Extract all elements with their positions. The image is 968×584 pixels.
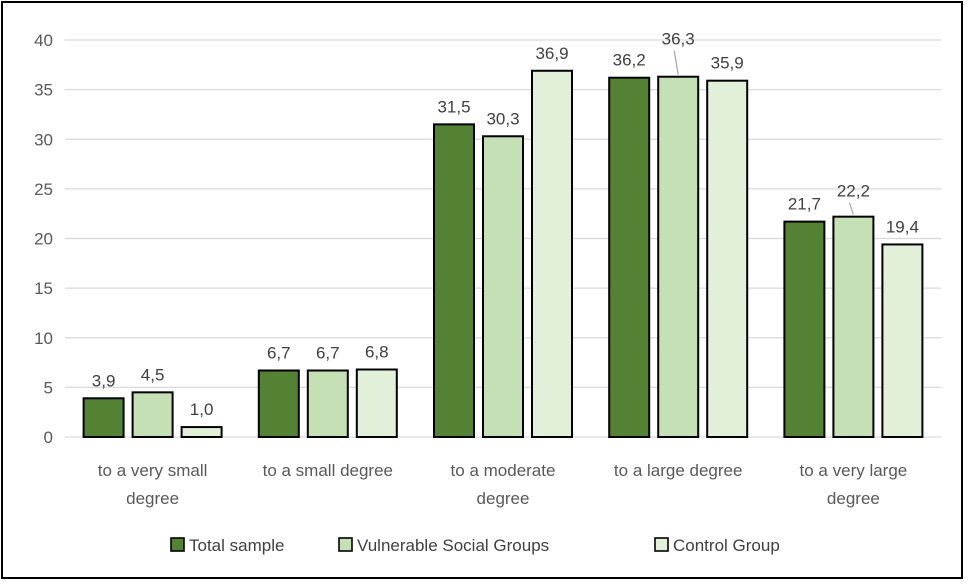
bar [783, 220, 826, 438]
bar [657, 75, 700, 438]
category-label: degree [126, 489, 179, 508]
legend-swatch [338, 537, 353, 552]
data-label: 36,3 [662, 30, 695, 49]
y-tick-label: 25 [34, 180, 53, 199]
bar [482, 135, 524, 439]
data-label: 6,8 [365, 343, 389, 362]
data-label: 4,5 [141, 365, 165, 384]
category-label: to a large degree [614, 461, 743, 480]
data-label: 21,7 [788, 195, 821, 214]
bar [881, 243, 924, 438]
bar [180, 426, 223, 439]
y-tick-label: 15 [34, 279, 53, 298]
bar [306, 369, 349, 438]
bar [531, 69, 573, 439]
data-label: 30,3 [486, 109, 519, 128]
data-label: 22,2 [837, 182, 870, 201]
category-label: to a very large [800, 461, 908, 480]
leader-line [673, 50, 679, 75]
bars [82, 69, 924, 439]
y-tick-label: 35 [34, 81, 53, 100]
legend-label: Control Group [673, 536, 780, 555]
y-tick-label: 10 [34, 329, 53, 348]
data-labels: 3,9 4,5 1,0 6,7 6,7 6,8 31,5 30,3 36,9 36,2 36,3 35… [92, 30, 919, 419]
bar [257, 369, 300, 438]
y-tick-label: 30 [34, 130, 53, 149]
data-label: 36,9 [535, 44, 568, 63]
category-labels: to a very small degree to a small degree to… [98, 461, 907, 508]
data-label: 1,0 [190, 400, 214, 419]
bar [706, 79, 749, 438]
data-label: 6,7 [267, 344, 291, 363]
bar [433, 123, 475, 439]
legend-swatch [654, 537, 669, 552]
bar [608, 76, 651, 438]
category-label: to a very small [98, 461, 208, 480]
legend-label: Vulnerable Social Groups [357, 536, 549, 555]
category-label: to a small degree [263, 461, 393, 480]
legend: Total sample Vulnerable Social Groups Cont… [170, 536, 780, 555]
y-tick-label: 5 [44, 378, 53, 397]
leader-line [848, 202, 854, 215]
category-label: to a moderate [451, 461, 556, 480]
y-tick-label: 20 [34, 230, 53, 249]
y-tick-label: 0 [44, 428, 53, 447]
bar [355, 368, 398, 439]
bar [131, 391, 174, 438]
y-tick-label: 40 [34, 31, 53, 50]
category-label: degree [477, 489, 530, 508]
data-label: 31,5 [437, 97, 470, 116]
data-label: 3,9 [92, 371, 116, 390]
data-label: 36,2 [613, 51, 646, 70]
data-label: 6,7 [316, 344, 340, 363]
legend-label: Total sample [189, 536, 284, 555]
data-label: 19,4 [886, 217, 919, 236]
category-label: degree [827, 489, 880, 508]
bar [832, 215, 875, 438]
data-label: 35,9 [711, 54, 744, 73]
y-axis-ticks: 0 5 10 15 20 25 30 35 40 [34, 31, 53, 447]
bar [82, 397, 125, 439]
legend-swatch [170, 537, 185, 552]
